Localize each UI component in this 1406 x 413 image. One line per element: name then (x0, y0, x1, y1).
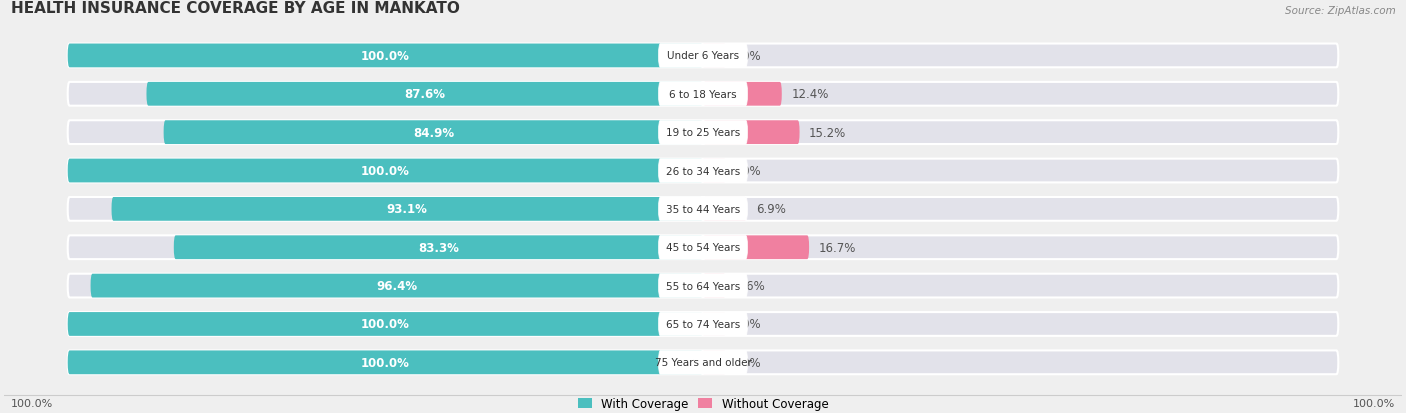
Legend: With Coverage, Without Coverage: With Coverage, Without Coverage (578, 397, 828, 410)
Text: 26 to 34 Years: 26 to 34 Years (666, 166, 740, 176)
FancyBboxPatch shape (703, 312, 725, 336)
Text: 87.6%: 87.6% (405, 88, 446, 101)
Text: 65 to 74 Years: 65 to 74 Years (666, 319, 740, 329)
Text: 100.0%: 100.0% (361, 165, 409, 178)
Text: 0.0%: 0.0% (731, 318, 761, 331)
Text: 45 to 54 Years: 45 to 54 Years (666, 243, 740, 253)
FancyBboxPatch shape (67, 159, 1339, 183)
FancyBboxPatch shape (703, 197, 747, 221)
Text: 19 to 25 Years: 19 to 25 Years (666, 128, 740, 138)
Text: 3.6%: 3.6% (735, 280, 765, 292)
FancyBboxPatch shape (90, 274, 703, 298)
Text: 6.9%: 6.9% (756, 203, 786, 216)
FancyBboxPatch shape (658, 312, 748, 336)
FancyBboxPatch shape (658, 197, 748, 221)
FancyBboxPatch shape (67, 351, 703, 374)
FancyBboxPatch shape (67, 45, 1339, 68)
Text: 35 to 44 Years: 35 to 44 Years (666, 204, 740, 214)
Text: 96.4%: 96.4% (377, 280, 418, 292)
Text: 55 to 64 Years: 55 to 64 Years (666, 281, 740, 291)
Text: 6 to 18 Years: 6 to 18 Years (669, 90, 737, 100)
Text: HEALTH INSURANCE COVERAGE BY AGE IN MANKATO: HEALTH INSURANCE COVERAGE BY AGE IN MANK… (10, 1, 460, 16)
Text: 84.9%: 84.9% (413, 126, 454, 139)
FancyBboxPatch shape (658, 159, 748, 183)
FancyBboxPatch shape (658, 236, 748, 259)
FancyBboxPatch shape (658, 121, 748, 145)
Text: 93.1%: 93.1% (387, 203, 427, 216)
FancyBboxPatch shape (703, 351, 725, 374)
FancyBboxPatch shape (67, 197, 1339, 221)
FancyBboxPatch shape (174, 236, 703, 259)
Text: 100.0%: 100.0% (361, 318, 409, 331)
FancyBboxPatch shape (67, 312, 1339, 336)
FancyBboxPatch shape (703, 274, 725, 298)
FancyBboxPatch shape (67, 274, 1339, 298)
FancyBboxPatch shape (163, 121, 703, 145)
FancyBboxPatch shape (146, 83, 703, 107)
FancyBboxPatch shape (703, 121, 800, 145)
FancyBboxPatch shape (111, 197, 703, 221)
FancyBboxPatch shape (67, 312, 703, 336)
FancyBboxPatch shape (67, 121, 1339, 145)
Text: 100.0%: 100.0% (361, 356, 409, 369)
FancyBboxPatch shape (67, 236, 1339, 259)
FancyBboxPatch shape (658, 45, 748, 68)
Text: 0.0%: 0.0% (731, 165, 761, 178)
Text: 100.0%: 100.0% (1353, 398, 1396, 408)
FancyBboxPatch shape (658, 351, 748, 374)
Text: 15.2%: 15.2% (808, 126, 846, 139)
FancyBboxPatch shape (67, 351, 1339, 374)
FancyBboxPatch shape (703, 83, 782, 107)
Text: 100.0%: 100.0% (10, 398, 53, 408)
FancyBboxPatch shape (703, 45, 725, 68)
Text: 100.0%: 100.0% (361, 50, 409, 63)
Text: 12.4%: 12.4% (792, 88, 828, 101)
Text: 75 Years and older: 75 Years and older (655, 358, 751, 368)
Text: Source: ZipAtlas.com: Source: ZipAtlas.com (1285, 6, 1396, 16)
FancyBboxPatch shape (67, 45, 703, 68)
Text: Under 6 Years: Under 6 Years (666, 51, 740, 61)
FancyBboxPatch shape (703, 236, 808, 259)
Text: 0.0%: 0.0% (731, 356, 761, 369)
Text: 16.7%: 16.7% (818, 241, 856, 254)
Text: 0.0%: 0.0% (731, 50, 761, 63)
FancyBboxPatch shape (67, 83, 1339, 107)
FancyBboxPatch shape (67, 159, 703, 183)
FancyBboxPatch shape (703, 159, 725, 183)
Text: 83.3%: 83.3% (418, 241, 458, 254)
FancyBboxPatch shape (658, 83, 748, 107)
FancyBboxPatch shape (658, 274, 748, 298)
